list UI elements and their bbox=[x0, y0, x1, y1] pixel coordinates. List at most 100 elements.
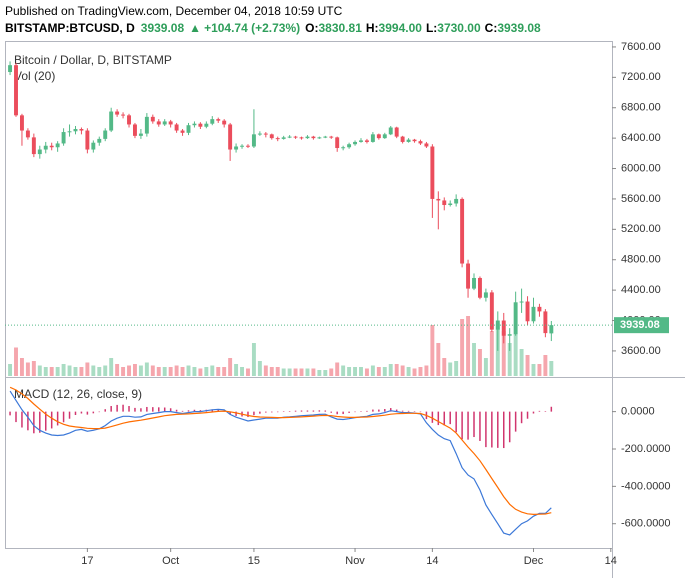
histogram-bar bbox=[265, 411, 267, 413]
volume-bar bbox=[549, 361, 554, 376]
volume-bar bbox=[353, 367, 358, 376]
y-tick-label: -400.0000 bbox=[621, 480, 671, 492]
candle-body bbox=[37, 149, 42, 155]
candle-body bbox=[150, 116, 155, 122]
candle-body bbox=[61, 132, 66, 144]
candle-body bbox=[115, 111, 120, 115]
volume-bar bbox=[543, 355, 548, 376]
candle-body bbox=[406, 139, 411, 142]
volume-bar bbox=[115, 364, 120, 376]
volume-bar bbox=[376, 367, 381, 376]
candle-body bbox=[222, 120, 227, 125]
histogram-bar bbox=[526, 411, 529, 419]
histogram-bar bbox=[152, 407, 154, 412]
histogram-bar bbox=[128, 406, 130, 412]
volume-bar bbox=[454, 361, 459, 376]
histogram-bar bbox=[395, 409, 398, 412]
candle-body bbox=[460, 198, 465, 264]
symbol: BITSTAMP:BTCUSD, D bbox=[5, 21, 135, 35]
candle-body bbox=[412, 139, 417, 142]
histogram-bar bbox=[437, 411, 440, 426]
candle-body bbox=[489, 292, 494, 330]
histogram-bar bbox=[217, 409, 219, 412]
candle-body bbox=[263, 133, 268, 135]
candle-body bbox=[138, 133, 143, 136]
candle-body bbox=[162, 121, 167, 125]
candle-body bbox=[186, 125, 191, 133]
histogram-bar bbox=[544, 411, 547, 412]
histogram-bar bbox=[229, 411, 231, 415]
low-label: L: bbox=[426, 21, 437, 35]
volume-bar bbox=[335, 362, 340, 376]
volume-bar bbox=[418, 367, 423, 376]
candle-body bbox=[293, 136, 298, 138]
volume-bar bbox=[156, 367, 161, 376]
histogram-bar bbox=[158, 407, 160, 412]
volume-bar bbox=[537, 364, 542, 376]
candle-body bbox=[335, 137, 340, 149]
candle-body bbox=[501, 320, 506, 336]
candle-body bbox=[287, 136, 292, 138]
histogram-bar bbox=[431, 411, 434, 423]
histogram-bar bbox=[253, 411, 255, 416]
volume-bar bbox=[311, 368, 316, 376]
histogram-bar bbox=[39, 411, 41, 433]
candle-body bbox=[531, 306, 536, 322]
volume-bar bbox=[103, 365, 108, 376]
x-tick-label: 15 bbox=[248, 555, 260, 567]
candle-body bbox=[251, 134, 256, 147]
volume-bar bbox=[293, 368, 298, 376]
candle-body bbox=[174, 124, 179, 131]
volume-bar bbox=[186, 365, 191, 376]
volume-bar bbox=[127, 365, 131, 376]
volume-bar bbox=[531, 364, 536, 376]
volume-bar bbox=[489, 331, 494, 376]
x-tick-label: 14 bbox=[426, 555, 438, 567]
histogram-bar bbox=[86, 411, 89, 415]
histogram-bar bbox=[318, 410, 321, 412]
volume-bar bbox=[222, 367, 227, 376]
histogram-bar bbox=[384, 409, 386, 412]
volume-bar bbox=[67, 365, 72, 376]
volume-bar bbox=[305, 368, 310, 376]
volume-bar bbox=[436, 343, 441, 376]
volume-bar bbox=[275, 367, 280, 376]
histogram-bar bbox=[15, 411, 17, 423]
histogram-bar bbox=[187, 410, 190, 412]
volume-bar bbox=[430, 325, 435, 376]
x-tick-label: Dec bbox=[524, 555, 544, 567]
volume-bar bbox=[281, 368, 286, 376]
volume-bar bbox=[501, 331, 506, 376]
histogram-bar bbox=[514, 411, 517, 432]
candle-body bbox=[436, 198, 441, 201]
candle-body bbox=[204, 123, 209, 127]
volume-bar bbox=[198, 368, 203, 376]
candle-body bbox=[477, 277, 482, 298]
volume-bar bbox=[174, 365, 179, 376]
candle-body bbox=[109, 111, 114, 131]
x-tick-label: 14 bbox=[605, 555, 617, 567]
candle-body bbox=[91, 142, 96, 150]
histogram-bar bbox=[502, 411, 505, 449]
volume-bar bbox=[234, 364, 239, 376]
candle-body bbox=[192, 123, 197, 126]
histogram-bar bbox=[181, 410, 184, 412]
candle-body bbox=[466, 263, 471, 289]
close-label: C: bbox=[485, 21, 498, 35]
volume-bar bbox=[251, 343, 256, 376]
candle-body bbox=[246, 145, 250, 147]
candle-body bbox=[14, 65, 18, 116]
published-line: Published on TradingView.com, December 0… bbox=[5, 4, 343, 18]
histogram-bar bbox=[211, 409, 214, 412]
histogram-bar bbox=[461, 411, 463, 440]
last-price-box bbox=[614, 317, 669, 334]
volume-bar bbox=[460, 319, 465, 376]
volume-bar bbox=[8, 364, 13, 376]
candle-body bbox=[156, 121, 161, 125]
volume-bar bbox=[323, 370, 328, 376]
candle-body bbox=[472, 277, 476, 289]
histogram-bar bbox=[360, 411, 362, 412]
volume-bar bbox=[19, 358, 24, 376]
histogram-bar bbox=[372, 409, 374, 412]
